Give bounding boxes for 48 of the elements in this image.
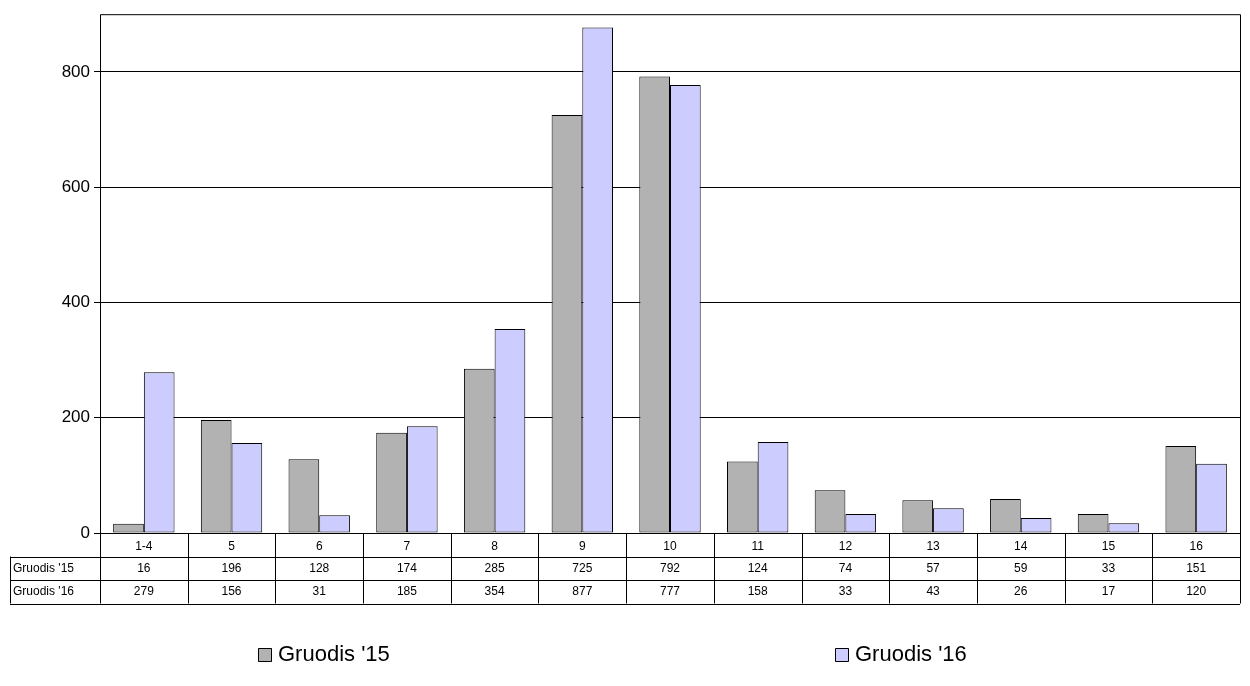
data-label: 124 <box>747 560 769 575</box>
x-tick-label: 1-4 <box>135 538 153 553</box>
data-label: 777 <box>659 584 681 599</box>
text: Gruodis '16 <box>13 584 74 599</box>
data-label: 128 <box>309 560 330 575</box>
data-label: 185 <box>396 584 418 599</box>
data-label: 725 <box>572 560 593 575</box>
x-tick-label: 9 <box>578 538 586 553</box>
x-tick-label: 13 <box>926 538 941 553</box>
data-label: 279 <box>133 584 155 599</box>
x-tick-label: 15 <box>1101 538 1116 553</box>
y-tick-label: 0 <box>80 522 90 542</box>
data-label: 26 <box>1014 584 1028 599</box>
data-label: 17 <box>1101 584 1116 599</box>
x-tick-label: 10 <box>663 538 677 553</box>
y-tick-label: 800 <box>61 61 90 81</box>
x-tick-label: 6 <box>315 538 323 553</box>
data-label: 158 <box>747 584 769 599</box>
x-tick-label: 12 <box>838 538 853 553</box>
x-tick-label: 5 <box>228 538 236 553</box>
data-label: 43 <box>926 584 941 599</box>
x-tick-label: 11 <box>751 538 765 553</box>
data-label: 31 <box>312 584 327 599</box>
data-label: 877 <box>572 584 593 599</box>
data-label: 151 <box>1186 560 1207 575</box>
legend-label: Gruodis '15 <box>278 641 390 667</box>
y-tick-label: 400 <box>61 292 90 312</box>
data-label: 33 <box>1101 560 1116 575</box>
x-tick-label: 16 <box>1189 538 1204 553</box>
data-label: 285 <box>484 560 505 575</box>
data-label: 120 <box>1186 584 1207 599</box>
data-label: 33 <box>838 584 853 599</box>
data-label: 792 <box>659 560 681 575</box>
legend-label: Gruodis '16 <box>855 641 967 667</box>
text: Gruodis '15 <box>13 560 74 575</box>
data-label: 196 <box>221 560 242 575</box>
data-label: 59 <box>1014 560 1028 575</box>
data-label: 74 <box>838 560 853 575</box>
data-label: 156 <box>221 584 242 599</box>
y-tick-label: 600 <box>61 176 90 196</box>
data-label: 354 <box>484 584 505 599</box>
data-label: 16 <box>137 560 151 575</box>
x-tick-label: 8 <box>491 538 499 553</box>
x-tick-label: 7 <box>403 538 411 553</box>
x-tick-label: 14 <box>1014 538 1028 553</box>
data-label: 174 <box>396 560 418 575</box>
y-tick-label: 200 <box>61 407 90 427</box>
data-label: 57 <box>926 560 941 575</box>
